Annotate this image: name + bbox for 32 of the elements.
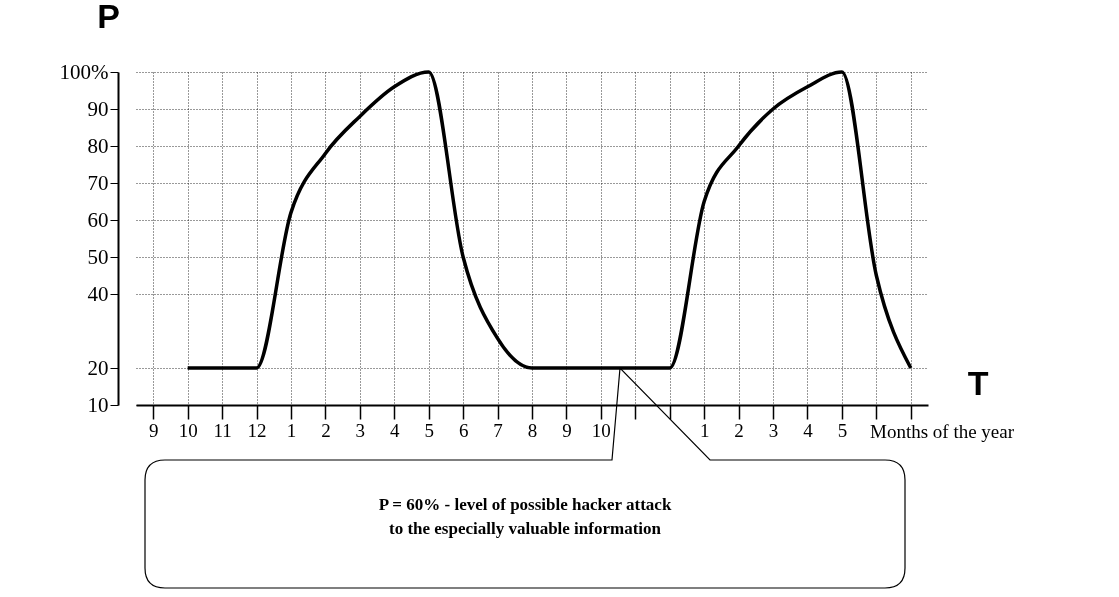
y-tick-label: 90 <box>87 96 109 121</box>
y-tick-label: 50 <box>87 244 109 269</box>
x-tick-label: 3 <box>768 419 779 441</box>
x-tick-label: 2 <box>321 419 331 441</box>
y-axis-title: P <box>97 0 120 35</box>
y-tick-label: 80 <box>87 133 109 158</box>
y-tick-label: 100% <box>59 59 109 84</box>
x-tick-label: 10 <box>591 419 611 441</box>
x-tick-label: 11 <box>213 419 232 441</box>
x-tick-label: 1 <box>699 419 710 441</box>
y-tick-label: 70 <box>87 170 109 195</box>
y-tick-label: 40 <box>87 281 109 306</box>
x-tick-label: 8 <box>527 419 538 441</box>
y-tick-label: 60 <box>87 207 109 232</box>
x-tick-label: 10 <box>178 419 198 441</box>
x-tick-label: 6 <box>458 419 469 441</box>
x-tick-label: 7 <box>493 419 503 441</box>
text: Months of the year <box>870 421 1015 442</box>
x-tick-label: 9 <box>562 419 572 441</box>
x-tick-label: 5 <box>424 419 434 441</box>
x-tick-label: 5 <box>837 419 848 441</box>
x-tick-label: 4 <box>390 419 401 441</box>
x-tick-label: 3 <box>355 419 366 441</box>
y-tick-label: 10 <box>87 392 109 417</box>
x-axis-title: T <box>967 363 989 402</box>
x-tick-label: 12 <box>247 419 267 441</box>
x-tick-label: 2 <box>734 419 744 441</box>
x-tick-label: 4 <box>803 419 814 441</box>
y-tick-label: 20 <box>87 355 109 380</box>
x-tick-label: 9 <box>148 419 159 441</box>
text: P = 60% - level of possible hacker attack to the especially valuable information <box>378 495 672 538</box>
x-tick-label: 1 <box>286 419 297 441</box>
